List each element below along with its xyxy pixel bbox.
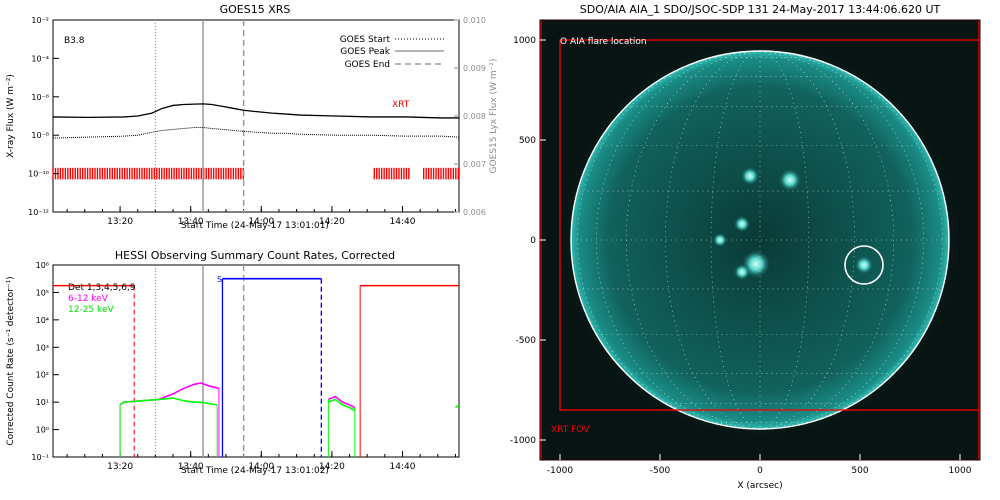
- aia-y-tick-label: 0: [530, 236, 536, 246]
- hessi-12-25-line: [119, 397, 218, 406]
- aia-x-tick-label: 0: [757, 466, 763, 476]
- hessi-panel: HESSI Observing Summary Count Rates, Cor…: [6, 249, 460, 476]
- goes-xrs-panel: GOES15 XRS 13:20 13:40 14:00 14:20 14:40 10⁻²…: [6, 3, 499, 231]
- aia-x-tick-label: 1000: [949, 466, 972, 476]
- hessi-late-12-25-line: [328, 398, 356, 412]
- aia-y-tick-label: 500: [519, 136, 536, 146]
- goes-y-tick-label: 10⁻⁴: [31, 54, 49, 63]
- aia-y-tick-label: 1000: [513, 36, 536, 46]
- aia-legend-flare-location: O AIA flare location: [560, 37, 647, 47]
- goes-right-tick-label: 0.008: [463, 112, 486, 121]
- aia-longitude-line: [759, 50, 855, 430]
- hessi-edge-segment: [454, 404, 460, 409]
- aia-solar-disk: [571, 51, 949, 429]
- hessi-late-6-12-line: [328, 395, 356, 409]
- aia-y-tick-label: -500: [516, 336, 537, 346]
- aia-longitude-line: [665, 50, 761, 430]
- goes-y-tick-label: 10⁻²: [31, 16, 49, 25]
- goes-ticks: 13:20 13:40 14:00 14:20 14:40 10⁻² 10⁻⁴ 10⁻⁶ 10⁻…: [28, 16, 486, 227]
- aia-longitude-line: [577, 50, 761, 430]
- hessi-x-tick-label: 13:20: [107, 462, 133, 472]
- aia-xrt-fov-label: XRT FOV: [551, 425, 590, 435]
- goes-x-tick-label: 14:20: [319, 217, 345, 227]
- aia-active-region: [734, 216, 750, 232]
- aia-x-tick-label: 500: [851, 466, 868, 476]
- hessi-x-tick-label: 13:40: [178, 462, 204, 472]
- aia-image-content: [540, 20, 980, 460]
- goes-class-annotation: B3.8: [64, 36, 85, 46]
- goes-x-tick-label: 14:00: [248, 217, 274, 227]
- aia-active-region: [741, 167, 759, 185]
- aia-longitude-line: [759, 50, 924, 430]
- goes-right-tick-label: 0.010: [463, 16, 486, 25]
- hessi-legend-6-12: 6-12 keV: [68, 294, 109, 304]
- goes-xrt-label: XRT: [392, 100, 410, 110]
- aia-longitude-line: [759, 50, 894, 430]
- aia-image-panel: SDO/AIA AIA_1 SDO/JSOC-SDP 131 24-May-20…: [510, 3, 981, 491]
- aia-xrt-fov-box: [559, 39, 980, 411]
- aia-title: SDO/AIA AIA_1 SDO/JSOC-SDP 131 24-May-20…: [580, 3, 941, 16]
- goes-legend: GOES Start GOES Peak GOES End: [340, 35, 444, 70]
- goes-legend-end: GOES End: [345, 60, 390, 70]
- goes-y-tick-label: 10⁻¹²: [28, 208, 49, 217]
- goes-right-tick-label: 0.009: [463, 64, 486, 73]
- aia-limb-circle: [570, 50, 950, 430]
- hessi-x-tick-label: 14:40: [390, 462, 416, 472]
- hessi-y-tick-label: 10⁰: [36, 426, 49, 435]
- goes-legend-start: GOES Start: [340, 35, 391, 45]
- aia-active-region: [734, 264, 750, 280]
- hessi-x-tick-label: 14:20: [319, 462, 345, 472]
- goes-series-group: [52, 103, 460, 139]
- hessi-y-tick-label: 10⁴: [36, 316, 49, 325]
- aia-flare-circle: [844, 245, 884, 285]
- aia-x-tick-label: -1000: [547, 466, 573, 476]
- hessi-y-tick-label: 10⁵: [36, 288, 49, 297]
- aia-x-label: X (arcsec): [737, 481, 782, 491]
- goes-x-tick-label: 14:40: [390, 217, 416, 227]
- hessi-y-tick-label: 10³: [36, 343, 49, 352]
- hessi-plot-frame: [52, 264, 460, 458]
- hessi-legend-detectors: Det 1,3,4,5,6,9: [68, 283, 136, 293]
- hessi-series-group: [53, 277, 460, 457]
- hessi-ticks: 13:20 13:40 14:00 14:20 14:40 10⁶ 10⁵ 10⁴ 10³ 10²…: [31, 261, 456, 472]
- aia-ticks: -1000 -500 0 500 1000 1000 500 0 -500 -1000: [510, 36, 972, 476]
- hessi-y-tick-label: 10⁻¹: [31, 453, 49, 462]
- aia-x-tick-label: -500: [650, 466, 671, 476]
- goes-y-label-right: GOES15 Lyx Flux (W m⁻²): [489, 59, 499, 174]
- hessi-x-tick-label: 14:00: [248, 462, 274, 472]
- goes-right-tick-label: 0.007: [463, 160, 486, 169]
- goes-y-tick-label: 10⁻⁸: [31, 131, 49, 140]
- goes-y-tick-label: 10⁻¹⁰: [28, 170, 49, 179]
- aia-heliographic-grid: [571, 50, 949, 430]
- hessi-y-tick-label: 10⁶: [36, 261, 49, 270]
- hessi-legend-12-25: 12-25 keV: [68, 305, 114, 315]
- hessi-y-tick-label: 10²: [36, 371, 49, 380]
- goes-legend-peak: GOES Peak: [340, 47, 390, 57]
- aia-longitude-line: [596, 50, 761, 430]
- hessi-event-markers: [154, 265, 245, 457]
- aia-active-region: [779, 169, 801, 191]
- goes-x-tick-label: 13:20: [107, 217, 133, 227]
- goes-event-markers: [154, 20, 245, 212]
- hessi-legend: Det 1,3,4,5,6,9 6-12 keV 12-25 keV: [68, 283, 136, 315]
- goes-short-channel-line: [52, 127, 460, 139]
- aia-y-tick-label: -1000: [510, 436, 536, 446]
- aia-active-region: [855, 256, 873, 274]
- goes-title: GOES15 XRS: [220, 3, 291, 16]
- goes-x-label: Start Time (24-May-17 13:01:01): [181, 221, 329, 231]
- hessi-y-tick-label: 10¹: [36, 398, 49, 407]
- goes-long-channel-line: [52, 103, 459, 119]
- hessi-title: HESSI Observing Summary Count Rates, Cor…: [115, 249, 395, 262]
- aia-active-region: [713, 233, 727, 247]
- goes-right-tick-label: 0.006: [463, 208, 486, 217]
- aia-longitude-line: [759, 50, 943, 430]
- goes-x-tick-label: 13:40: [178, 217, 204, 227]
- aia-longitude-line: [626, 50, 761, 430]
- goes-y-tick-label: 10⁻⁶: [31, 93, 49, 102]
- hessi-x-label: Start Time (24-May-17 13:01:02): [181, 466, 329, 476]
- hessi-saa-label: S: [217, 275, 222, 284]
- hessi-y-label: Corrected Count Rate (s⁻¹ detector⁻¹): [6, 276, 16, 445]
- goes-y-label: X-ray Flux (W m⁻²): [6, 74, 16, 158]
